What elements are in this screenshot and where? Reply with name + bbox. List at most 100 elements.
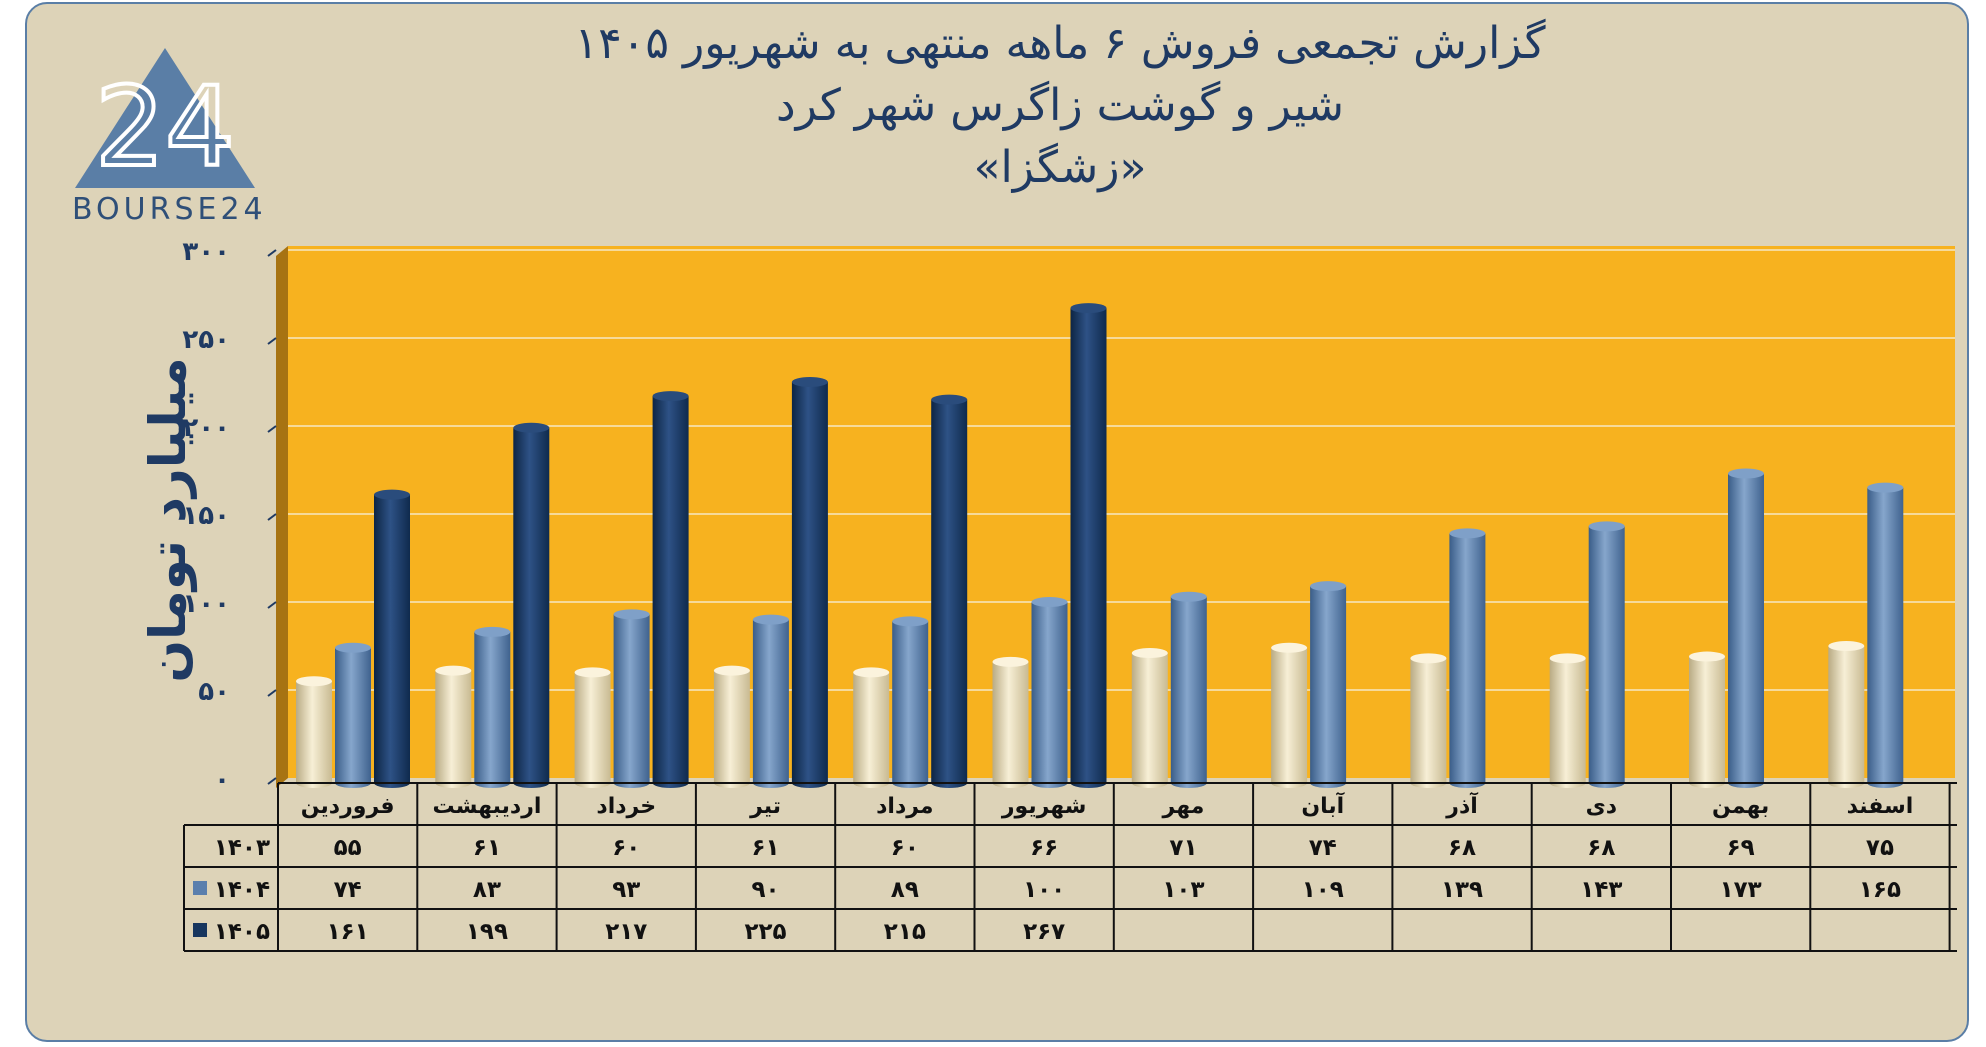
y-tick-mark <box>267 689 277 697</box>
bar-body <box>752 619 789 783</box>
table-value: ۲۶۷ <box>1023 919 1065 945</box>
bar-body <box>1549 658 1586 783</box>
bar-body <box>791 382 828 783</box>
bar-body <box>1170 596 1207 783</box>
y-tick-mark <box>267 777 277 785</box>
table-category-label: دی <box>1586 794 1617 819</box>
gridlines <box>288 249 1955 691</box>
table-value: ۶۸ <box>1587 835 1615 861</box>
bar-body <box>931 399 968 783</box>
bar-cap <box>652 391 689 402</box>
bar-body <box>992 661 1029 783</box>
table-value: ۶۰ <box>891 835 919 861</box>
table-value: ۱۶۵ <box>1859 877 1901 903</box>
bar-cap <box>613 609 650 620</box>
bar <box>1449 528 1486 788</box>
y-tick-mark <box>267 337 277 345</box>
table-value: ۸۳ <box>473 877 501 903</box>
table-value: ۲۲۵ <box>744 919 786 945</box>
bar-body <box>1449 533 1486 783</box>
bar-cap <box>474 626 511 637</box>
bar-body <box>613 614 650 783</box>
bar-cap <box>1867 482 1904 493</box>
table-category-label: آبان <box>1301 791 1344 819</box>
bar-body <box>1070 308 1107 783</box>
bar-cap <box>752 614 789 625</box>
table-category-label: فروردین <box>301 794 395 819</box>
bar <box>335 642 371 788</box>
table-value: ۶۰ <box>612 835 640 861</box>
table-value: ۱۹۹ <box>466 919 508 945</box>
table-category-label: بهمن <box>1712 794 1769 819</box>
y-tick-label: ۱۰۰ <box>182 589 230 619</box>
bar-cap <box>713 665 750 676</box>
bar-cap <box>853 667 890 678</box>
bar <box>296 676 332 788</box>
bar-cap <box>992 656 1029 667</box>
bar-body <box>513 427 550 783</box>
y-tick-label: ۲۰۰ <box>182 413 230 443</box>
bar-cap <box>791 377 828 387</box>
bar-body <box>853 672 890 783</box>
bar-body <box>574 672 611 783</box>
bar <box>992 656 1029 788</box>
chart-title-line-2: شیر و گوشت زاگرس شهر کرد <box>775 80 1344 131</box>
bar-body <box>652 396 689 783</box>
table-value: ۶۹ <box>1727 835 1755 861</box>
bar <box>474 626 511 788</box>
legend-series-name: ۱۴۰۴ <box>214 877 270 903</box>
table-value: ۱۰۹ <box>1302 877 1344 903</box>
y-tick-label: ۲۵۰ <box>182 325 230 355</box>
bar <box>374 489 410 788</box>
bar-cap <box>513 422 550 433</box>
bar <box>931 394 968 788</box>
bar-cap <box>1828 641 1865 651</box>
bar-body <box>713 670 750 783</box>
logo-numerals: 24 <box>95 63 235 191</box>
bar-body <box>374 494 410 783</box>
table-value: ۶۱ <box>473 835 501 861</box>
bar <box>1728 468 1764 788</box>
table-value: ۲۱۷ <box>605 919 647 945</box>
table-value: ۸۹ <box>891 877 919 903</box>
y-axis-ticks: ۰ ۵۰ ۱۰۰ ۱۵۰ ۲۰۰ ۲۵۰ ۳۰۰ <box>182 237 277 795</box>
plot-side-wall <box>276 246 288 788</box>
bar-cap <box>1070 303 1107 314</box>
bar-body <box>296 681 332 783</box>
y-axis-label: میلیارد تومان <box>139 357 197 683</box>
bar-cap <box>574 667 611 678</box>
bar-body <box>435 670 472 783</box>
table-value: ۷۴ <box>1309 835 1337 861</box>
bar-cap <box>1310 581 1347 592</box>
bar-body <box>474 631 511 783</box>
bar-cap <box>1131 648 1168 659</box>
y-tick-label: ۵۰ <box>198 677 230 707</box>
table-value: ۱۷۳ <box>1720 877 1762 903</box>
bar <box>1170 591 1207 788</box>
bars <box>296 303 1904 788</box>
bar <box>752 614 789 788</box>
table-category-label: آذر <box>1445 791 1478 819</box>
bar <box>1588 521 1625 788</box>
table-value: ۶۶ <box>1030 835 1058 861</box>
legend-swatch-icon <box>193 923 207 937</box>
bar-cap <box>296 676 332 687</box>
bar-cap <box>435 665 472 676</box>
bar <box>1031 597 1068 788</box>
table-value: ۷۵ <box>1866 835 1894 861</box>
bar-body <box>1310 586 1347 783</box>
table-value: ۱۶۱ <box>327 919 369 945</box>
table-value: ۶۱ <box>752 835 780 861</box>
y-tick-label: ۰ <box>214 765 230 795</box>
table-value: ۶۸ <box>1448 835 1476 861</box>
bar-cap <box>1449 528 1486 539</box>
table-category-label: مهر <box>1162 794 1205 819</box>
data-table: فروردین اردیبهشت خرداد تیر مرداد شهریور مهر آبا… <box>183 782 1957 952</box>
bar-cap <box>1689 651 1725 662</box>
bar-cap <box>1549 653 1586 664</box>
table-category-label: اسفند <box>1847 794 1914 819</box>
y-tick-mark <box>267 513 277 521</box>
bar-body <box>1689 656 1725 783</box>
bar <box>1310 581 1347 788</box>
